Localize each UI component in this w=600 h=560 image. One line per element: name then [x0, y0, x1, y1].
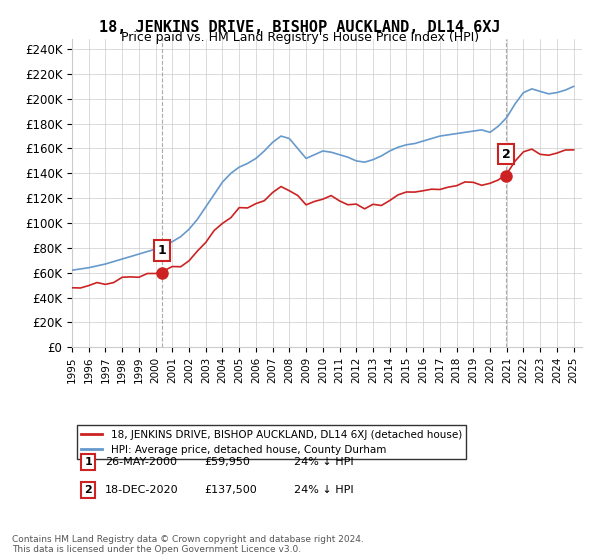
- Text: 18, JENKINS DRIVE, BISHOP AUCKLAND, DL14 6XJ: 18, JENKINS DRIVE, BISHOP AUCKLAND, DL14…: [99, 20, 501, 35]
- Text: 24% ↓ HPI: 24% ↓ HPI: [294, 485, 353, 495]
- Text: Price paid vs. HM Land Registry's House Price Index (HPI): Price paid vs. HM Land Registry's House …: [121, 31, 479, 44]
- Text: 18-DEC-2020: 18-DEC-2020: [105, 485, 179, 495]
- Text: 24% ↓ HPI: 24% ↓ HPI: [294, 457, 353, 467]
- Text: 1: 1: [85, 457, 92, 467]
- Text: £137,500: £137,500: [204, 485, 257, 495]
- Text: 1: 1: [158, 244, 167, 257]
- Text: 26-MAY-2000: 26-MAY-2000: [105, 457, 177, 467]
- Text: 2: 2: [85, 485, 92, 495]
- Text: £59,950: £59,950: [204, 457, 250, 467]
- Text: Contains HM Land Registry data © Crown copyright and database right 2024.
This d: Contains HM Land Registry data © Crown c…: [12, 535, 364, 554]
- Text: 2: 2: [502, 148, 511, 161]
- Legend: 18, JENKINS DRIVE, BISHOP AUCKLAND, DL14 6XJ (detached house), HPI: Average pric: 18, JENKINS DRIVE, BISHOP AUCKLAND, DL14…: [77, 426, 466, 459]
